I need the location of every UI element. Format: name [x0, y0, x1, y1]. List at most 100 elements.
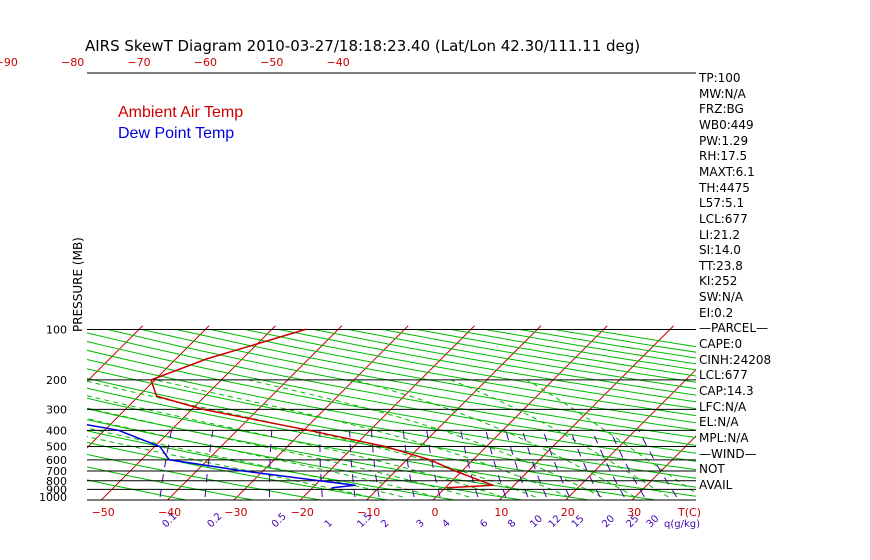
legend-temp: Ambient Air Temp: [118, 104, 243, 121]
axis-labels: 1002003004005006007008009001000−120−110−…: [0, 56, 701, 530]
pressure-tick-label: 300: [46, 403, 67, 416]
mixing-ratio-label: 30: [645, 513, 662, 530]
mixing-ratio-unit: q(g/kg): [664, 519, 700, 530]
mixing-ratio-label: 4: [440, 518, 452, 530]
bottom-temp-tick-label: 10: [494, 506, 508, 519]
dry-adiabat-line: [278, 328, 696, 403]
moist-adiabat-line: [353, 379, 636, 498]
index-item: TP:100: [699, 71, 741, 85]
mixing-ratio-label: 2: [379, 518, 391, 530]
dry-adiabat-line: [87, 419, 525, 500]
isotherm-line: [166, 325, 343, 500]
mixing-ratio-label: 1: [323, 518, 335, 530]
dry-adiabat-line: [106, 328, 696, 439]
pressure-tick-label: 500: [46, 441, 67, 454]
dry-adiabat-line: [313, 328, 696, 396]
isotherm-line: [831, 326, 870, 501]
index-item: MW:N/A: [699, 86, 746, 101]
temp-point: [202, 408, 204, 411]
dry-adiabat-line: [87, 377, 696, 488]
index-item: LFC:N/A: [699, 399, 747, 414]
index-item: RH:17.5: [699, 149, 748, 164]
dew-point: [242, 470, 245, 472]
dry-adiabat-line: [87, 349, 696, 462]
bottom-temp-tick-label: 20: [561, 506, 575, 519]
dew-point: [159, 445, 161, 448]
pressure-tick-label: 400: [46, 424, 67, 437]
pressure-tick-label: 1000: [39, 491, 67, 504]
ambient-temp-trace: [150, 328, 494, 489]
bottom-temp-unit: T(C): [677, 506, 701, 519]
dry-adiabat-line: [87, 332, 696, 446]
mixing-ratio-label: 0.5: [270, 511, 289, 530]
dry-adiabat-line: [209, 328, 696, 417]
dry-adiabat-line: [87, 397, 660, 500]
top-temp-tick-label: −70: [127, 56, 150, 69]
dry-adiabat-line: [87, 453, 323, 500]
index-item: CAP:14.3: [699, 384, 754, 398]
pressure-tick-label: 200: [46, 374, 67, 387]
temp-point: [446, 486, 449, 489]
index-item: —PARCEL—: [699, 321, 769, 336]
moist-adiabat-line: [87, 436, 370, 498]
dry-adiabat-line: [381, 328, 696, 383]
pressure-tick-label: 800: [46, 475, 67, 488]
mixing-ratio-label: 6: [478, 518, 490, 530]
temp-point: [454, 470, 457, 472]
index-item: FRZ:BG: [699, 102, 744, 117]
mixing-ratio-line: [609, 430, 645, 498]
dry-adiabat-line: [87, 340, 696, 454]
index-item: MAXT:6.1: [699, 164, 755, 179]
bottom-temp-tick-label: −10: [357, 506, 380, 519]
dry-adiabat-line: [87, 466, 256, 500]
moist-adiabat-line: [87, 418, 437, 498]
index-item: CAPE:0: [699, 337, 743, 352]
dry-adiabat-line: [175, 328, 696, 424]
moist-adiabat-line: [87, 407, 470, 498]
mixing-ratio-label: 8: [506, 518, 518, 530]
bottom-temp-tick-label: 30: [627, 506, 641, 519]
temp-point: [150, 379, 152, 381]
mixing-ratio-line: [204, 430, 214, 498]
temp-point: [492, 484, 494, 487]
grid-layer: [87, 325, 870, 501]
index-item: AVAIL: [699, 477, 733, 492]
pressure-tick-label: 100: [46, 323, 67, 336]
temp-point: [384, 445, 387, 448]
moist-adiabat-line: [87, 427, 403, 498]
index-item: TT:23.8: [699, 258, 743, 273]
top-temp-tick-label: −90: [0, 56, 18, 69]
index-item: SW:N/A: [699, 290, 744, 305]
legend-dew: Dew Point Temp: [118, 125, 234, 142]
dry-adiabat-line: [87, 387, 696, 497]
mixing-ratio-label: 20: [600, 513, 617, 530]
index-item: KI:252: [699, 274, 738, 289]
dry-adiabat-line: [87, 368, 696, 479]
isotherm-line: [87, 325, 144, 383]
moist-adiabat-line: [248, 379, 603, 498]
index-item: CINH:24208: [699, 352, 772, 367]
dry-adiabat-line: [87, 441, 391, 500]
top-temp-tick-label: −40: [327, 56, 350, 69]
index-item: SI:14.0: [699, 243, 741, 258]
bottom-temp-tick-label: −30: [224, 506, 247, 519]
bottom-temp-tick-label: −50: [92, 506, 115, 519]
mixing-ratio-line: [319, 430, 323, 498]
pressure-tick-label: 700: [46, 465, 67, 478]
dry-adiabat-line: [87, 479, 189, 500]
dew-point: [117, 429, 120, 432]
traces-layer: [87, 328, 494, 489]
index-item: L57:5.1: [699, 196, 745, 211]
index-item: LCL:677: [699, 368, 748, 383]
moist-adiabat-line: [450, 379, 669, 498]
dry-adiabat-line: [87, 430, 458, 500]
bottom-temp-tick-label: −20: [291, 506, 314, 519]
pressure-tick-label: 600: [46, 454, 67, 467]
temp-point: [308, 429, 310, 432]
temp-point: [155, 395, 158, 397]
mixing-ratio-label: 10: [528, 513, 545, 530]
index-item: EI:0.2: [699, 305, 734, 320]
dew-point: [354, 484, 356, 487]
dry-adiabat-line: [450, 328, 696, 371]
index-item: PW:1.29: [699, 133, 749, 148]
